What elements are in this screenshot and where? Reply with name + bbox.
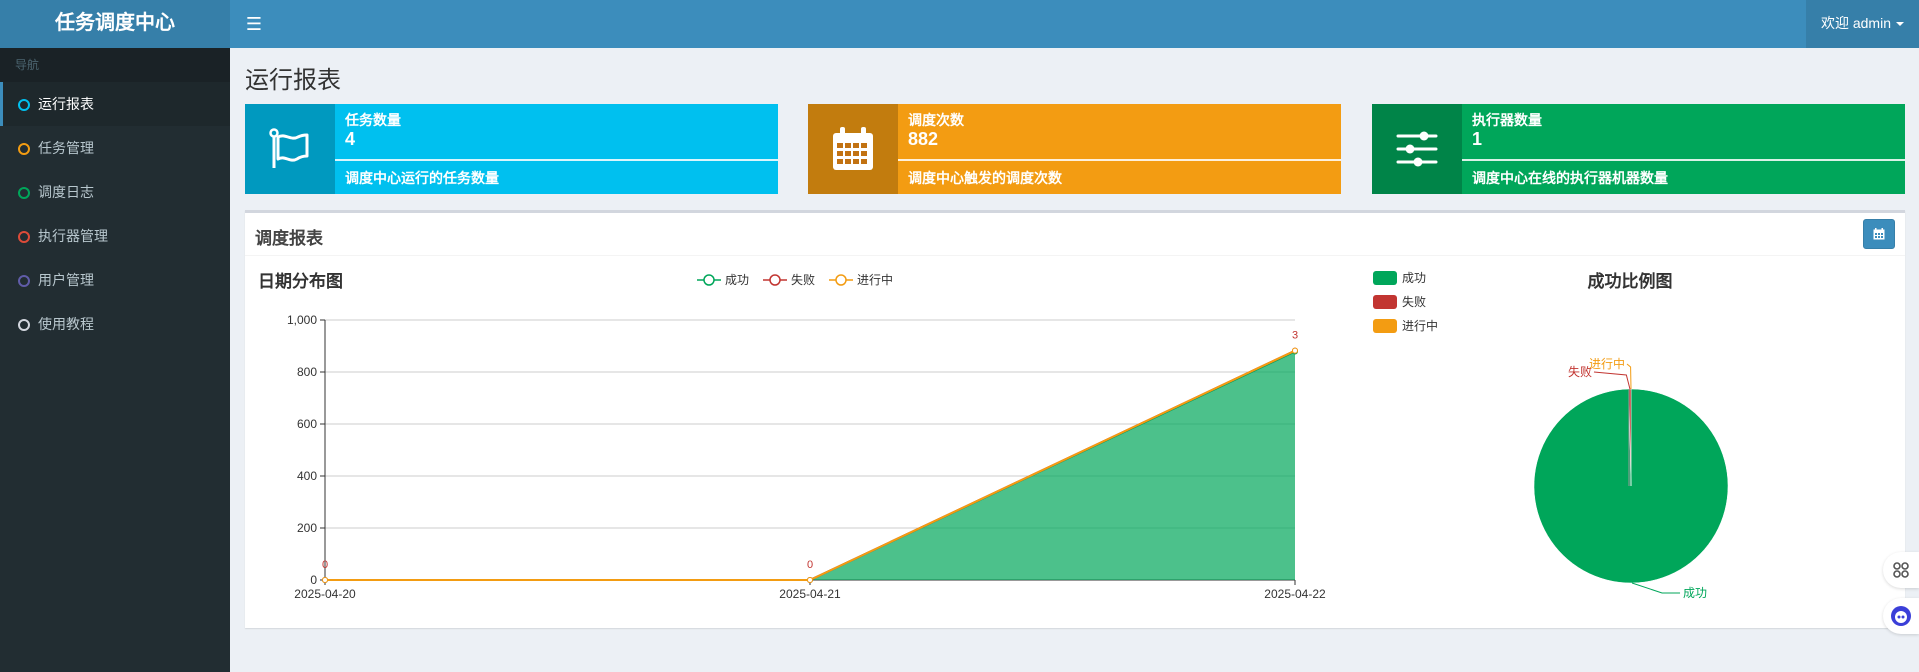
circle-icon — [18, 99, 30, 111]
circle-icon — [18, 187, 30, 199]
sidebar-item[interactable]: 用户管理 — [0, 258, 230, 302]
legend-marker — [703, 274, 715, 286]
sliders-icon — [1372, 104, 1462, 194]
series-area-成功 — [325, 351, 1295, 580]
pie-legend-swatch — [1373, 271, 1397, 285]
sidebar-item-label: 使用教程 — [38, 316, 94, 332]
sidebar-item[interactable]: 执行器管理 — [0, 214, 230, 258]
sidebar-item-label: 运行报表 — [38, 96, 94, 112]
point-label: 0 — [322, 559, 328, 571]
progress-bar — [1462, 159, 1905, 161]
calendar-icon — [1873, 228, 1885, 240]
data-point — [322, 577, 328, 583]
y-tick-label: 800 — [297, 365, 317, 379]
box-title: 调度报表 — [255, 229, 323, 248]
sidebar-item[interactable]: 调度日志 — [0, 170, 230, 214]
app-logo[interactable]: 任务调度中心 — [0, 0, 230, 48]
info-box-label: 执行器数量 — [1472, 112, 1542, 128]
pie-legend-label: 失败 — [1402, 294, 1426, 309]
sidebar: 导航 运行报表任务管理调度日志执行器管理用户管理使用教程 — [0, 48, 230, 672]
sidebar-item-label: 调度日志 — [38, 184, 94, 200]
y-tick-label: 200 — [297, 521, 317, 535]
sidebar-item-label: 任务管理 — [38, 140, 94, 156]
legend-label: 失败 — [791, 272, 815, 287]
sidebar-item[interactable]: 使用教程 — [0, 302, 230, 346]
circle-icon — [18, 319, 30, 331]
legend-marker — [835, 274, 847, 286]
pie-legend-swatch — [1373, 319, 1397, 333]
pie-label: 失败 — [1568, 364, 1592, 379]
y-tick-label: 600 — [297, 417, 317, 431]
sidebar-header: 导航 — [0, 48, 230, 82]
info-box-description: 调度中心触发的调度次数 — [908, 170, 1062, 186]
top-navbar: ☰ 欢迎 admin — [230, 0, 1919, 48]
point-label: 3 — [1292, 330, 1298, 342]
info-box-label: 任务数量 — [345, 112, 401, 128]
chart-title: 日期分布图 — [258, 271, 343, 291]
info-box-trigger-count: 调度次数 882 调度中心触发的调度次数 — [808, 104, 1341, 194]
legend-marker — [769, 274, 781, 286]
flag-icon — [245, 104, 335, 194]
legend-label: 进行中 — [857, 272, 893, 287]
info-box-value: 4 — [345, 129, 356, 149]
report-charts: 日期分布图 0 200 400 600 800 1,000 2025-04-20 2025-04… — [258, 271, 1729, 601]
report-box: 调度报表 日期分布图 0 200 400 600 800 1,000 2025-04-20 20… — [245, 210, 1905, 628]
circle-icon — [18, 275, 30, 287]
progress-bar — [335, 159, 778, 161]
y-tick-label: 0 — [310, 573, 317, 587]
x-tick-label: 2025-04-20 — [294, 587, 356, 601]
y-tick-label: 1,000 — [287, 313, 317, 327]
info-box-description: 调度中心在线的执行器机器数量 — [1472, 170, 1668, 186]
info-box-value: 882 — [908, 129, 939, 149]
info-box-executor-count: 执行器数量 1 调度中心在线的执行器机器数量 — [1372, 104, 1905, 194]
calendar-icon — [808, 104, 898, 194]
box-header: 调度报表 — [245, 213, 1905, 256]
progress-bar — [898, 159, 1341, 161]
pie-legend-label: 进行中 — [1402, 318, 1438, 333]
page-title: 运行报表 — [245, 67, 341, 94]
menu-toggle-icon[interactable]: ☰ — [245, 14, 263, 34]
info-box-value: 1 — [1472, 129, 1483, 149]
x-tick-label: 2025-04-22 — [1264, 587, 1326, 601]
y-tick-label: 400 — [297, 469, 317, 483]
circle-icon — [18, 143, 30, 155]
pie-leader-line — [1626, 363, 1632, 390]
pie-legend-swatch — [1373, 295, 1397, 309]
circle-icon — [18, 231, 30, 243]
info-box-description: 调度中心运行的任务数量 — [345, 170, 499, 186]
user-menu-label: 欢迎 admin — [1820, 15, 1891, 31]
pie-label: 进行中 — [1589, 356, 1625, 371]
legend-label: 成功 — [725, 273, 749, 287]
pie-label: 成功 — [1683, 586, 1707, 600]
caret-down-icon — [1896, 22, 1904, 27]
data-point — [807, 577, 813, 583]
data-point — [1292, 347, 1298, 354]
sidebar-item[interactable]: 任务管理 — [0, 126, 230, 170]
info-box-label: 调度次数 — [908, 112, 964, 128]
date-range-button[interactable] — [1863, 219, 1895, 249]
pie-leader-line — [1593, 371, 1631, 390]
pie-leader-line — [1631, 582, 1681, 594]
sidebar-item[interactable]: 运行报表 — [0, 82, 230, 126]
sidebar-item-label: 执行器管理 — [38, 228, 108, 244]
x-tick-label: 2025-04-21 — [779, 587, 841, 601]
point-label: 0 — [807, 559, 813, 571]
assistant-icon[interactable] — [1883, 598, 1919, 634]
apps-icon[interactable] — [1883, 552, 1919, 588]
user-menu[interactable]: 欢迎 admin — [1805, 0, 1919, 48]
pie-title: 成功比例图 — [1588, 271, 1673, 291]
info-box-task-count: 任务数量 4 调度中心运行的任务数量 — [245, 104, 778, 194]
sidebar-item-label: 用户管理 — [38, 272, 94, 288]
sidebar-menu: 运行报表任务管理调度日志执行器管理用户管理使用教程 — [0, 82, 230, 346]
pie-legend-label: 成功 — [1402, 271, 1426, 285]
